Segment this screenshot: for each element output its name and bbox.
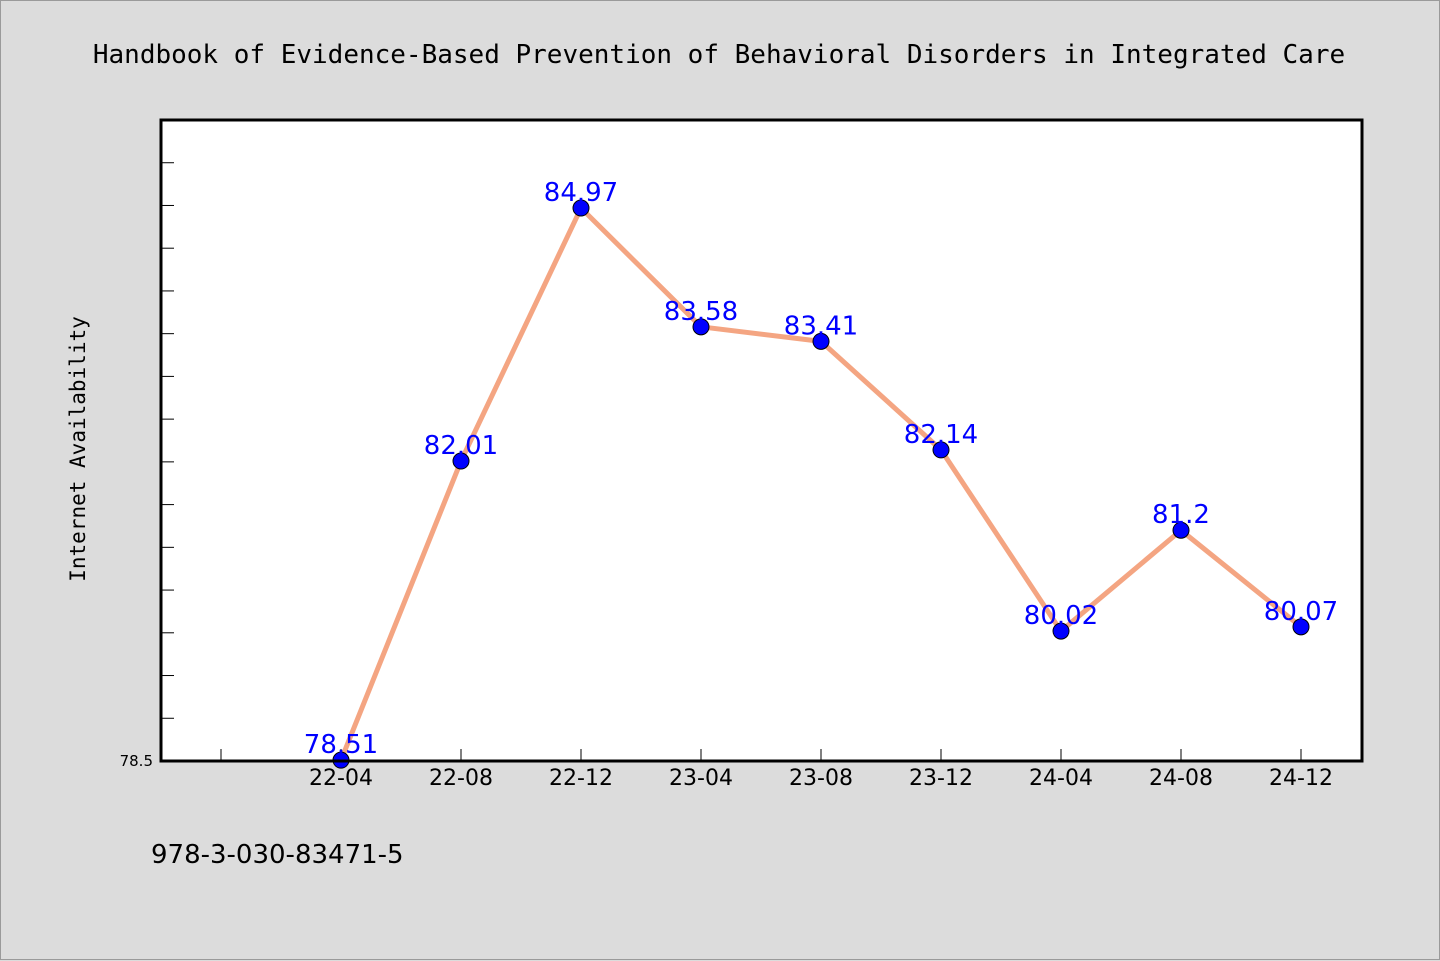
data-label: 82.14: [904, 420, 978, 450]
data-point: [1052, 622, 1070, 640]
x-tick-label: 24-08: [1149, 766, 1213, 791]
data-point: [812, 332, 830, 350]
x-tick-label: 22-12: [549, 766, 613, 791]
y-axis-label: Internet Availability: [66, 316, 90, 582]
data-label: 80.07: [1264, 597, 1338, 627]
plot-area: [161, 120, 1362, 761]
data-label: 81.2: [1152, 500, 1210, 530]
footnote: 978-3-030-83471-5: [151, 840, 404, 870]
x-tick-label: 23-04: [669, 766, 733, 791]
x-tick-label: 22-08: [429, 766, 493, 791]
data-point: [452, 452, 470, 470]
data-point: [1292, 618, 1310, 636]
x-tick-label: 24-12: [1269, 766, 1333, 791]
data-label: 82.01: [424, 431, 498, 461]
x-tick-label: 24-04: [1029, 766, 1093, 791]
data-point: [1172, 521, 1190, 539]
y-tick-label: 78.5: [120, 752, 153, 770]
x-tick-labels: 22-04 22-08 22-12 23-04 23-08 23-12 24-04 24-08…: [309, 766, 1333, 791]
series-layer: 78.51 82.01 84.97 83.58 83.41 82.14 80.02 81.2 8…: [304, 178, 1338, 769]
plot-border: [159, 118, 1364, 763]
chart-title: Handbook of Evidence-Based Prevention of…: [93, 40, 1345, 70]
data-label: 83.41: [784, 311, 858, 341]
data-label: 78.51: [304, 730, 378, 760]
data-point: [932, 441, 950, 459]
y-axis-ticks: [161, 119, 174, 762]
x-tick-label: 23-12: [909, 766, 973, 791]
data-label: 80.02: [1024, 601, 1098, 631]
data-point: [692, 318, 710, 336]
data-label: 84.97: [544, 178, 618, 208]
x-tick-label: 23-08: [789, 766, 853, 791]
data-label: 83.58: [664, 297, 738, 327]
data-point: [572, 199, 590, 217]
x-tick-label: 22-04: [309, 766, 373, 791]
